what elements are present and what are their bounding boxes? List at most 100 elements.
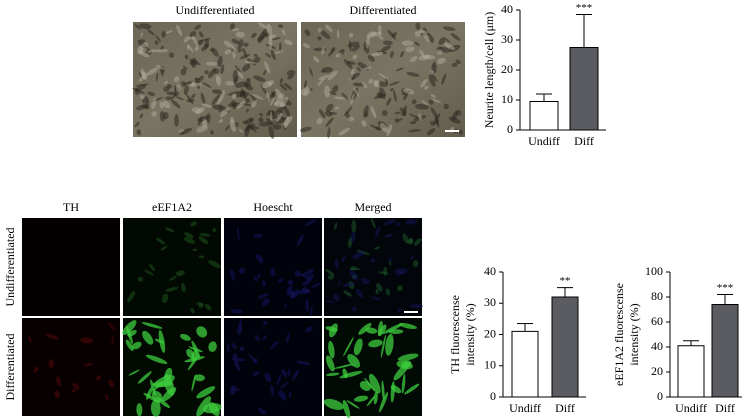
- cell: [415, 22, 421, 30]
- cell: [264, 61, 271, 74]
- cell: [324, 110, 333, 117]
- cell: [252, 371, 260, 377]
- cell: [216, 94, 225, 105]
- cell: [178, 129, 185, 133]
- cell: [189, 36, 195, 40]
- cell: [302, 281, 309, 286]
- cell: [266, 92, 271, 102]
- cell: [230, 385, 236, 395]
- cell: [353, 87, 360, 98]
- x-tick-label: Diff: [574, 134, 594, 148]
- cell: [408, 237, 414, 245]
- cell: [304, 29, 311, 37]
- cell: [358, 323, 372, 335]
- cell: [391, 32, 397, 38]
- bar: [551, 296, 579, 398]
- y-tick-label: 0: [657, 389, 663, 403]
- cell: [283, 126, 287, 131]
- cell: [272, 37, 281, 41]
- cell: [400, 51, 405, 58]
- bar: [511, 330, 539, 398]
- cell: [343, 336, 354, 357]
- cell: [341, 92, 348, 100]
- cell-texture: [28, 22, 463, 419]
- cell: [430, 121, 435, 126]
- cell: [71, 389, 77, 393]
- cell: [275, 106, 287, 113]
- cell: [134, 23, 141, 30]
- cell: [220, 64, 225, 75]
- cell: [402, 88, 415, 95]
- y-tick-label: 0: [507, 122, 513, 136]
- cell: [349, 270, 359, 281]
- cell: [150, 399, 161, 417]
- cell: [401, 88, 407, 94]
- cell: [444, 37, 451, 43]
- cell: [318, 108, 326, 119]
- cell: [309, 67, 314, 77]
- cell: [281, 369, 287, 378]
- cell: [347, 41, 360, 48]
- cell: [327, 70, 338, 81]
- bar: [711, 304, 739, 398]
- cell: [397, 353, 419, 361]
- cell: [140, 52, 150, 58]
- cell: [429, 71, 438, 82]
- cell: [108, 379, 115, 388]
- cell: [388, 257, 393, 262]
- cell: [235, 31, 246, 38]
- cell: [254, 126, 260, 130]
- cell: [265, 31, 271, 39]
- cell: [134, 121, 140, 128]
- y-tick-label: 40: [651, 339, 663, 353]
- micrograph: [224, 318, 322, 416]
- cell: [147, 49, 158, 53]
- micrograph: [224, 218, 322, 316]
- cell: [316, 118, 323, 125]
- cell: [368, 78, 373, 84]
- cell: [429, 69, 435, 75]
- cell: [137, 276, 144, 282]
- cell: [438, 37, 446, 45]
- cell: [246, 108, 249, 113]
- cell: [165, 227, 175, 233]
- cell: [236, 100, 246, 110]
- cell: [386, 124, 393, 137]
- cell: [131, 341, 142, 350]
- cell: [380, 334, 386, 358]
- cell: [321, 46, 325, 55]
- cell: [230, 116, 235, 123]
- cell: [227, 91, 240, 96]
- cell: [122, 320, 137, 335]
- cell: [196, 396, 212, 417]
- column-label: Hoescht: [253, 200, 293, 214]
- cell: [373, 81, 380, 88]
- cell: [251, 32, 257, 39]
- y-tick-label: 0: [490, 389, 496, 403]
- cell: [205, 61, 218, 66]
- cell: [231, 93, 237, 99]
- cell: [156, 64, 164, 70]
- cell: [397, 285, 403, 291]
- cell: [163, 86, 170, 92]
- cell: [211, 47, 219, 57]
- cell: [257, 273, 261, 278]
- cell: [231, 342, 237, 350]
- cell: [394, 111, 401, 115]
- cell: [375, 289, 379, 295]
- cell: [282, 98, 292, 106]
- cell: [436, 57, 446, 64]
- cell: [385, 78, 389, 85]
- cell: [137, 40, 147, 49]
- cell: [165, 30, 173, 34]
- cell: [278, 24, 284, 28]
- cell: [401, 373, 406, 394]
- cell: [284, 303, 287, 308]
- cell: [229, 23, 236, 31]
- cell: [280, 96, 289, 107]
- cell: [196, 125, 208, 133]
- cell: [287, 279, 294, 286]
- cell: [250, 99, 258, 108]
- cell: [421, 99, 429, 106]
- cell: [279, 83, 288, 91]
